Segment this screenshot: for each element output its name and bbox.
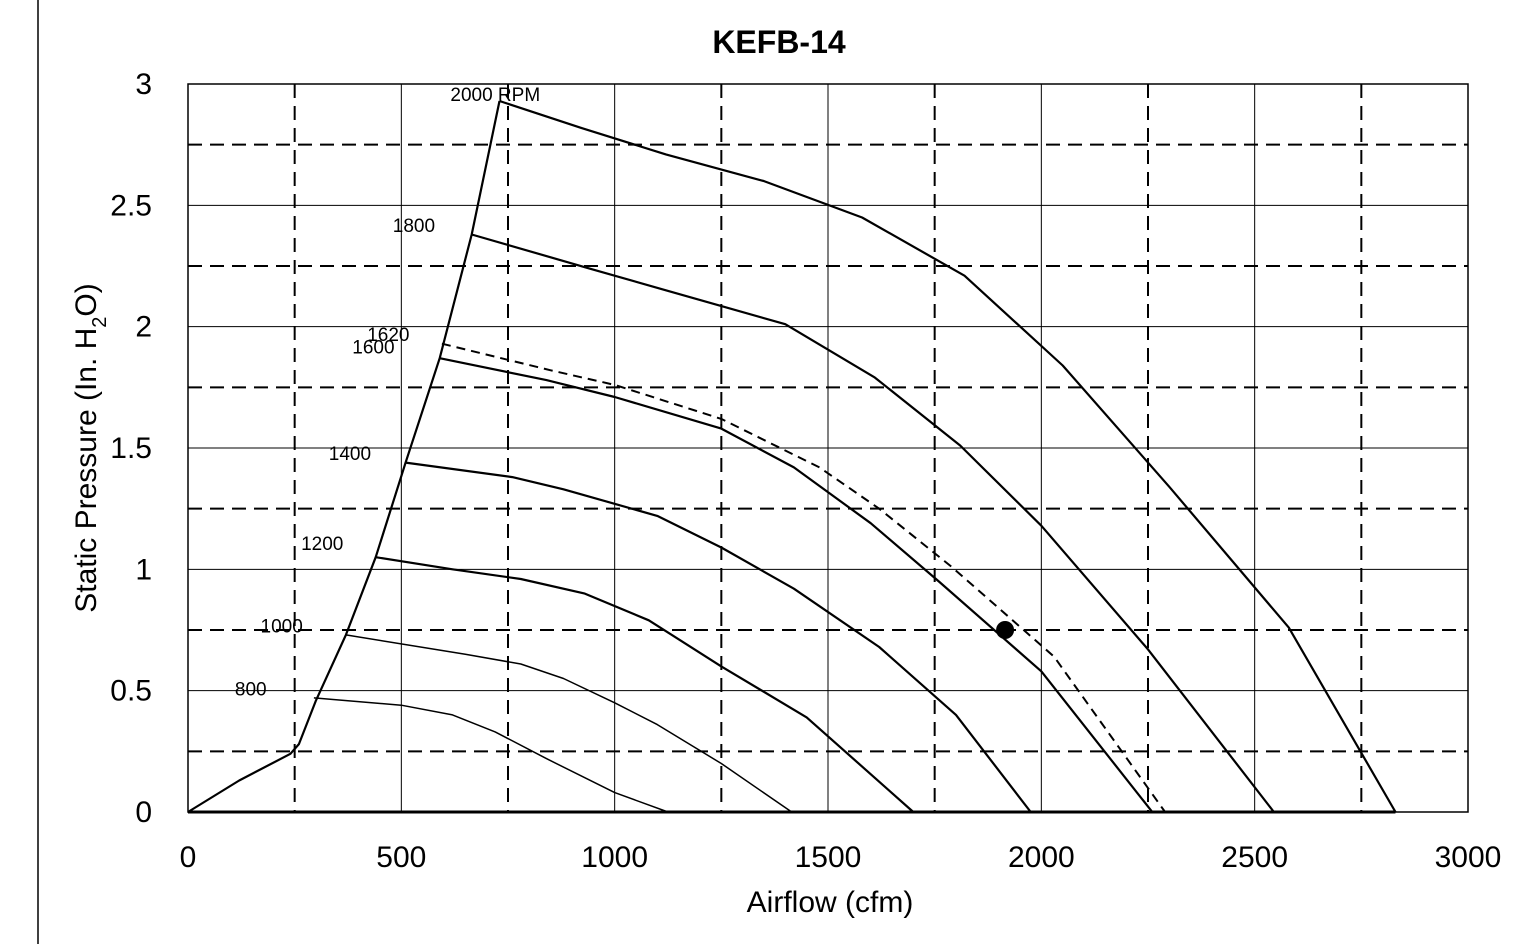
series-label-0: 800 bbox=[235, 680, 267, 701]
y-tick-label-0: 0 bbox=[135, 796, 152, 829]
x-tick-label-4: 2000 bbox=[1008, 841, 1075, 874]
series-curve-1600 bbox=[439, 357, 1154, 813]
operating-point-marker bbox=[996, 621, 1015, 639]
x-tick-label-3: 1500 bbox=[795, 841, 862, 874]
y-tick-label-5: 2.5 bbox=[110, 189, 152, 222]
y-tick-label-1: 0.5 bbox=[110, 675, 152, 708]
x-tick-label-2: 1000 bbox=[581, 841, 648, 874]
plot-grid bbox=[188, 84, 1468, 812]
axis-ticks: 0 500 1000 1500 2000 2500 3000 0 0.5 1 1.5 2 2.5 3 bbox=[110, 68, 1501, 874]
series-label-1: 1000 bbox=[261, 616, 303, 637]
y-tick-label-2: 1 bbox=[135, 553, 152, 586]
series-curve-1000 bbox=[345, 634, 793, 813]
y-axis-label-subscript: 2 bbox=[89, 317, 111, 328]
x-tick-label-1: 500 bbox=[376, 841, 426, 874]
series-curve-1200 bbox=[375, 556, 915, 813]
series-curve-1400 bbox=[405, 461, 1032, 813]
x-tick-label-0: 0 bbox=[180, 841, 197, 874]
series-curve-800 bbox=[313, 697, 669, 813]
series-label-3: 1400 bbox=[329, 444, 371, 465]
x-axis-label: Airflow (cfm) bbox=[747, 886, 914, 919]
series-label-6: 1800 bbox=[393, 216, 435, 237]
series-label-7: 2000 RPM bbox=[450, 85, 540, 106]
plot-frame bbox=[187, 83, 1469, 813]
y-axis-label-end: O) bbox=[70, 283, 103, 316]
y-axis-label: Static Pressure (In. H2O) bbox=[70, 283, 111, 613]
series-label-4: 1600 bbox=[352, 337, 394, 358]
x-tick-label-5: 2500 bbox=[1221, 841, 1288, 874]
series-curve-1620 bbox=[441, 342, 1166, 813]
series-label-5: 1620 bbox=[367, 325, 409, 346]
series-label-2: 1200 bbox=[301, 534, 343, 555]
y-axis-label-main: Static Pressure (In. H bbox=[70, 328, 103, 613]
series-curve-2000-rpm bbox=[499, 99, 1397, 813]
y-tick-label-4: 2 bbox=[135, 311, 152, 344]
chart-title: KEFB-14 bbox=[712, 24, 846, 60]
series-curve-1800 bbox=[471, 233, 1275, 813]
y-tick-label-3: 1.5 bbox=[110, 432, 152, 465]
x-tick-label-6: 3000 bbox=[1435, 841, 1502, 874]
y-tick-label-6: 3 bbox=[135, 68, 152, 101]
y-axis-label-group: Static Pressure (In. H2O) bbox=[70, 283, 111, 613]
